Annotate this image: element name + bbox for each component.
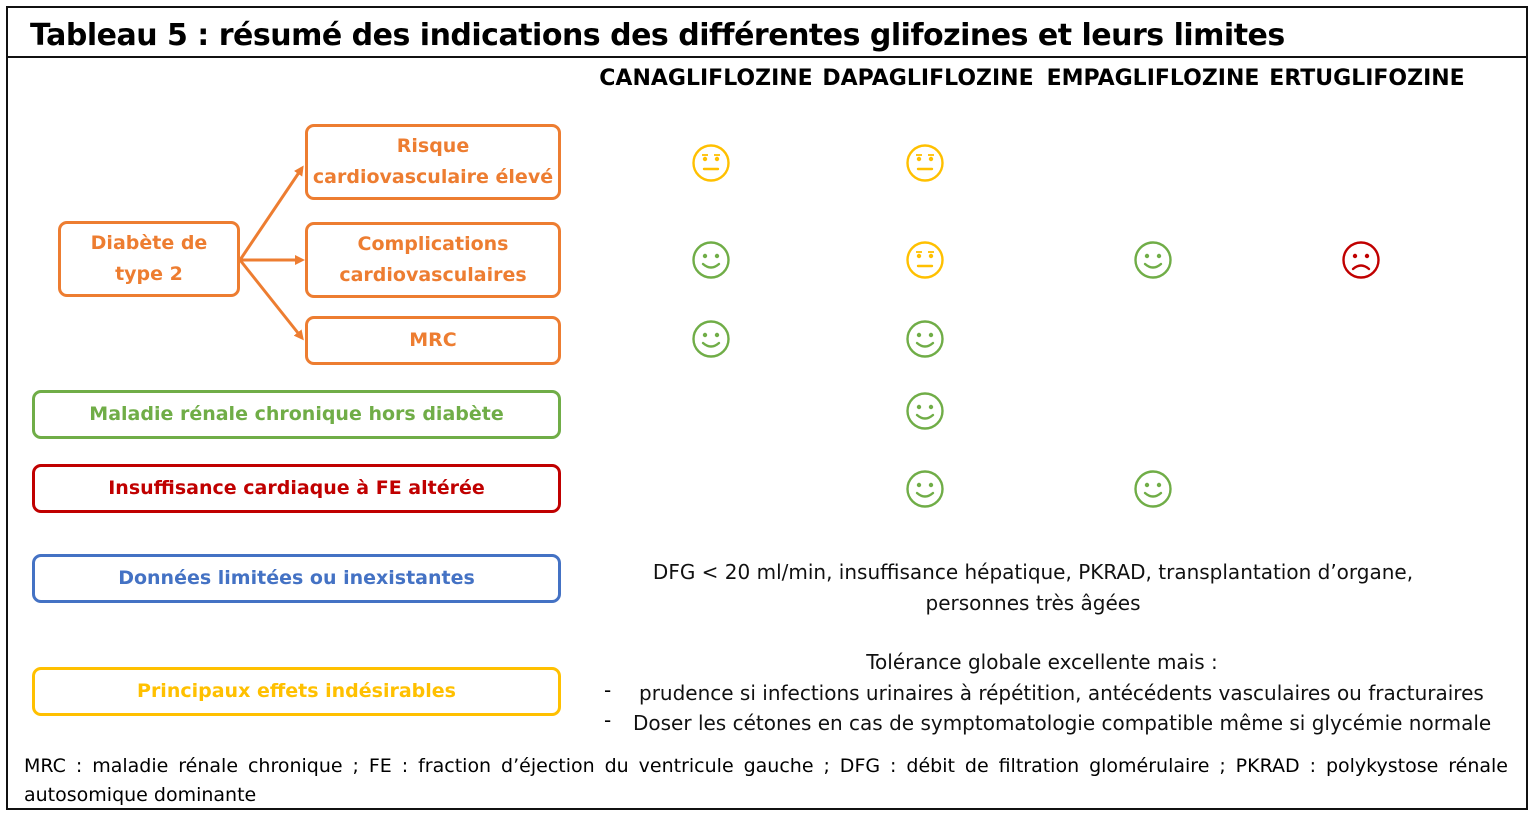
table-frame [6, 6, 1528, 810]
happy-face-icon [1134, 470, 1172, 508]
happy-face-icon [692, 241, 730, 279]
donnees-text-line-2: personnes très âgées [925, 591, 1141, 615]
column-header-dapagliflozine: DAPAGLIFLOZINE [822, 66, 1034, 91]
box-risque-cv: Risque cardiovasculaire élevé [305, 124, 561, 200]
neutral-face-icon [692, 144, 730, 182]
happy-face-icon [906, 392, 944, 430]
box-effets-indesirables: Principaux effets indésirables [32, 667, 561, 716]
box-diabete-line-1: Diabète de [90, 232, 208, 254]
column-header-canagliflozine: CANAGLIFLOZINE [599, 66, 813, 91]
box-complications-line-1: Complications [357, 233, 509, 255]
donnees-text-line-1: DFG < 20 ml/min, insuffisance hépatique,… [652, 560, 1414, 584]
happy-face-icon [1134, 241, 1172, 279]
happy-face-icon [906, 470, 944, 508]
arrow-to-risque [238, 165, 304, 261]
box-diabete-type-2: Diabète de type 2 [58, 221, 240, 297]
box-insuffisance-label: Insuffisance cardiaque à FE altérée [108, 477, 485, 499]
box-mrc: MRC [305, 316, 561, 365]
box-complications-cv: Complications cardiovasculaires [305, 222, 561, 298]
footer-abbreviations: MRC : maladie rénale chronique ; FE : fr… [24, 755, 1508, 777]
box-risque-line-1: Risque [396, 135, 470, 157]
bullet-marker-1: - [604, 678, 612, 702]
effets-bullet-1: prudence si infections urinaires à répét… [639, 681, 1484, 705]
sad-face-icon [1342, 241, 1380, 279]
box-mrc-label: MRC [409, 329, 457, 351]
box-diabete-line-2: type 2 [115, 263, 183, 285]
effets-bullet-2: Doser les cétones en cas de symptomatolo… [633, 711, 1492, 735]
table-title: Tableau 5 : résumé des indications des d… [30, 18, 1285, 53]
box-maladie-renale-label: Maladie rénale chronique hors diabète [89, 403, 504, 425]
box-insuffisance-cardiaque: Insuffisance cardiaque à FE altérée [32, 464, 561, 513]
happy-face-icon [692, 320, 730, 358]
column-header-ertuglifozine: ERTUGLIFOZINE [1269, 66, 1465, 91]
neutral-face-icon [906, 241, 944, 279]
column-header-empagliflozine: EMPAGLIFLOZINE [1046, 66, 1260, 91]
box-donnees-limitees: Données limitées ou inexistantes [32, 554, 561, 603]
bullet-marker-2: - [604, 708, 612, 732]
footer-abbreviations-cont: autosomique dominante [24, 784, 257, 806]
box-donnees-label: Données limitées ou inexistantes [118, 567, 475, 589]
box-maladie-renale: Maladie rénale chronique hors diabète [32, 390, 561, 439]
happy-face-icon [906, 320, 944, 358]
neutral-face-icon [906, 144, 944, 182]
title-bar: Tableau 5 : résumé des indications des d… [6, 6, 1528, 58]
arrow-to-mrc [238, 259, 304, 341]
box-risque-line-2: cardiovasculaire élevé [312, 166, 554, 188]
box-effets-label: Principaux effets indésirables [137, 680, 456, 702]
effets-intro: Tolérance globale excellente mais : [866, 650, 1218, 674]
box-complications-line-2: cardiovasculaires [339, 264, 527, 286]
